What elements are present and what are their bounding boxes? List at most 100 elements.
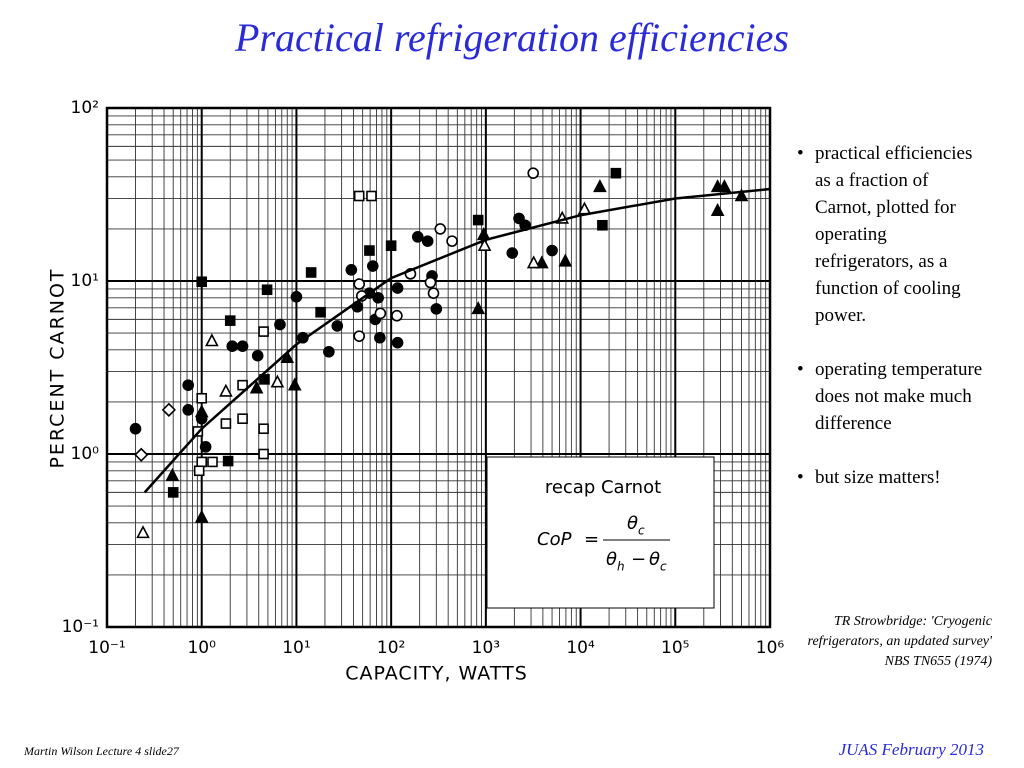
data-point: [193, 465, 205, 477]
data-point: [196, 456, 208, 468]
data-point: [222, 455, 234, 467]
inset-title: recap Carnot: [545, 477, 661, 498]
data-point: [472, 214, 484, 226]
bullet: operating temperature does not make much…: [793, 356, 983, 437]
data-point: [345, 264, 358, 276]
data-point: [199, 441, 212, 453]
data-point: [526, 255, 541, 269]
data-point: [710, 202, 725, 216]
data-point: [374, 331, 386, 344]
data-point: [353, 330, 366, 342]
citation: TR Strowbridge: 'Cryogenic refrigerators…: [807, 614, 992, 669]
data-point: [734, 188, 749, 202]
bullet: but size matters!: [793, 464, 983, 491]
data-point: [290, 291, 303, 303]
data-point: [353, 278, 366, 290]
data-point: [258, 326, 269, 337]
data-point: [717, 179, 732, 193]
data-point: [207, 456, 218, 468]
data-point: [194, 509, 209, 523]
data-point: [411, 231, 424, 243]
data-point: [593, 179, 607, 193]
data-point: [506, 247, 519, 259]
data-point: [446, 235, 458, 247]
y-tick-label: 10⁰: [71, 444, 100, 464]
plot-frame: [105, 106, 772, 629]
data-point: [421, 235, 434, 247]
y-axis-label: PERCENT CARNOT: [47, 267, 69, 468]
bullet: practical efficiencies as a fraction of …: [793, 140, 983, 329]
subscript: h: [617, 560, 625, 574]
data-point: [323, 345, 335, 358]
data-point: [366, 190, 377, 202]
data-point: [374, 307, 387, 320]
data-point: [434, 223, 447, 235]
x-tick-label: 10⁵: [661, 638, 689, 658]
data-point: [558, 253, 573, 267]
data-point: [476, 227, 491, 241]
x-tick-label: 10⁻¹: [88, 638, 125, 658]
data-point: [258, 448, 269, 460]
slide-title: Practical refrigeration efficiencies: [235, 15, 789, 60]
data-point: [610, 167, 622, 179]
x-tick-label: 10¹: [282, 638, 310, 658]
data-point: [261, 284, 273, 296]
y-tick-label: 10¹: [71, 271, 99, 291]
data-point: [527, 167, 539, 179]
data-point: [315, 306, 326, 318]
data-point: [280, 350, 295, 364]
data-point: [353, 190, 365, 202]
subscript: c: [660, 560, 667, 574]
data-point: [194, 404, 209, 418]
data-point: [165, 467, 180, 481]
footer-right: JUAS February 2013: [838, 740, 984, 759]
formula-lhs: CoP: [537, 529, 572, 550]
data-point: [366, 260, 379, 272]
data-point: [259, 374, 270, 385]
y-tick-label: 10⁻¹: [62, 617, 99, 637]
formula-equals: =: [584, 529, 599, 550]
theta: θ: [649, 549, 660, 570]
data-point: [258, 423, 269, 435]
subscript: c: [638, 524, 645, 538]
fit-curve: [143, 187, 771, 494]
footer-left: Martin Wilson Lecture 4 slide27: [24, 744, 179, 758]
data-point: [287, 377, 302, 391]
data-point: [249, 380, 264, 394]
data-point: [220, 418, 232, 429]
formula-minus: −: [631, 549, 646, 570]
data-point: [535, 255, 549, 269]
data-point: [364, 245, 375, 256]
x-tick-label: 10²: [377, 638, 405, 658]
data-point: [161, 402, 176, 417]
data-point: [331, 320, 344, 332]
x-tick-label: 10⁰: [187, 638, 216, 658]
data-point: [391, 309, 403, 322]
data-point: [167, 487, 179, 498]
data-point: [205, 333, 219, 347]
data-point: [182, 404, 195, 416]
data-point: [274, 318, 286, 331]
data-point: [196, 392, 208, 404]
data-point: [182, 379, 195, 391]
x-tick-label: 10⁶: [756, 638, 785, 658]
data-point: [427, 287, 440, 300]
theta: θ: [627, 513, 638, 534]
data-point: [236, 340, 249, 352]
data-point: [372, 291, 384, 304]
data-point: [546, 244, 558, 257]
data-point: [597, 219, 608, 231]
data-point: [391, 336, 404, 349]
data-point: [424, 276, 437, 289]
data-point: [251, 349, 264, 362]
data-point: [430, 303, 443, 315]
data-point: [305, 267, 317, 278]
data-point: [129, 422, 142, 435]
data-point: [385, 240, 397, 251]
inset-box: [486, 456, 715, 609]
data-point: [226, 340, 239, 352]
y-tick-label: 10²: [71, 98, 99, 118]
x-tick-label: 10³: [472, 638, 500, 658]
data-point: [237, 379, 248, 391]
